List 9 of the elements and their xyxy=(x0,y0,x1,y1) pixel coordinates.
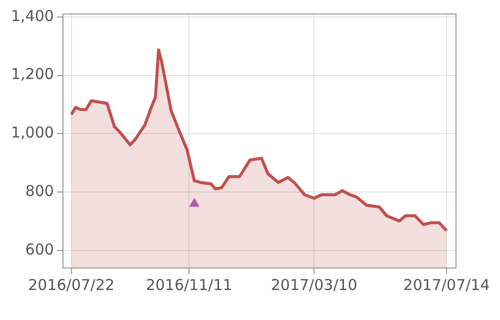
x-tick-label: 2017/03/10 xyxy=(270,276,358,294)
y-tick-label: 600 xyxy=(25,240,54,258)
x-tick-label: 2016/11/11 xyxy=(146,276,232,294)
x-tick-label: 2016/07/22 xyxy=(28,276,115,294)
y-tick-label: 1,400 xyxy=(10,6,54,25)
x-tick-label: 2017/07/14 xyxy=(403,276,490,294)
y-tick-label: 1,200 xyxy=(10,65,54,84)
y-tick-label: 800 xyxy=(25,182,54,200)
y-tick-label: 1,000 xyxy=(10,124,54,142)
